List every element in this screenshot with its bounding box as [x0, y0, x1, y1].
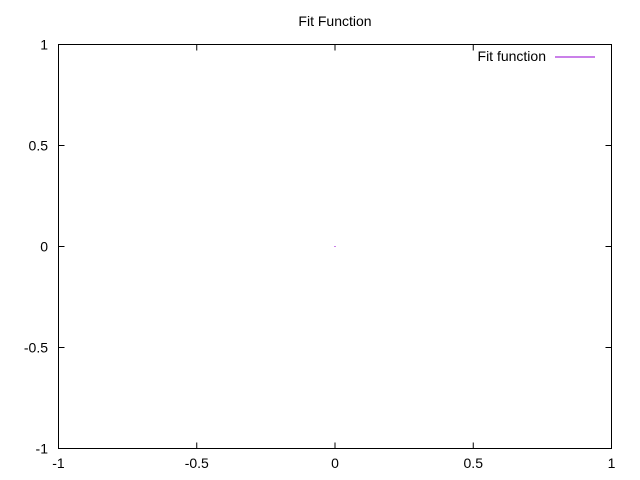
legend-label: Fit function: [478, 48, 546, 64]
series-layer: [334, 246, 336, 247]
y-tick-label: 1: [40, 37, 48, 53]
x-tick-label: -0.5: [185, 455, 209, 471]
y-tick-label: 0: [40, 239, 48, 255]
x-tick-label: 0: [331, 455, 339, 471]
legend: Fit function: [478, 48, 595, 64]
x-tick-label: 0.5: [464, 455, 484, 471]
tick-labels: -1 -0.5 0 0.5 1 -1 -0.5 0 0.5 1: [24, 37, 616, 472]
y-tick-label: -0.5: [24, 340, 48, 356]
data-point: [334, 246, 336, 247]
x-tick-label: -1: [52, 455, 65, 471]
axis-ticks: [58, 44, 612, 449]
y-tick-label: 0.5: [29, 138, 49, 154]
chart-title: Fit Function: [298, 13, 371, 29]
y-tick-label: -1: [36, 441, 49, 457]
x-tick-label: 1: [608, 455, 616, 471]
